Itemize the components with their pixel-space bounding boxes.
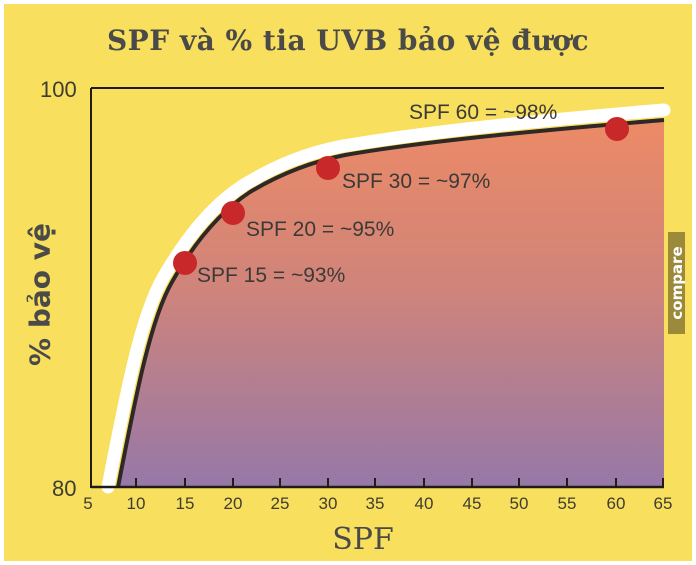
x-tick-label: 35 bbox=[365, 494, 385, 513]
marker-spf30 bbox=[316, 156, 340, 180]
marker-spf20 bbox=[221, 201, 245, 225]
x-tick-label: 45 bbox=[462, 494, 482, 513]
x-tick-label: 40 bbox=[414, 494, 434, 513]
x-tick-label: 30 bbox=[318, 494, 338, 513]
x-tick-label: 60 bbox=[606, 494, 626, 513]
x-tick-marks bbox=[135, 478, 664, 487]
y-axis-label: % bảo vệ bbox=[23, 223, 57, 366]
area-fill bbox=[118, 120, 664, 487]
x-tick-label: 20 bbox=[223, 494, 243, 513]
watermark-text: compare bbox=[667, 246, 686, 320]
x-tick-label: 25 bbox=[270, 494, 290, 513]
y-tick-80: 80 bbox=[52, 476, 77, 501]
curve-line bbox=[116, 118, 665, 488]
annotation-spf15: SPF 15 = ~93% bbox=[197, 264, 346, 287]
x-axis-label: SPF bbox=[332, 522, 394, 557]
curve-halo bbox=[101, 103, 671, 494]
x-tick-label: 15 bbox=[175, 494, 195, 513]
annotation-spf20: SPF 20 = ~95% bbox=[246, 218, 395, 241]
x-tick-label: 50 bbox=[509, 494, 529, 513]
chart-title: SPF và % tia UVB bảo vệ được bbox=[106, 24, 590, 57]
annotation-spf60: SPF 60 = ~98% bbox=[409, 101, 558, 124]
x-tick-label: 65 bbox=[653, 494, 673, 513]
compare-watermark: compare bbox=[667, 232, 686, 334]
marker-spf15 bbox=[173, 251, 197, 275]
y-tick-100: 100 bbox=[40, 77, 77, 102]
marker-spf60 bbox=[605, 117, 629, 141]
x-tick-label: 55 bbox=[557, 494, 577, 513]
x-tick-label: 5 bbox=[83, 494, 93, 513]
annotation-spf30: SPF 30 = ~97% bbox=[342, 170, 491, 193]
x-tick-label: 10 bbox=[126, 494, 146, 513]
